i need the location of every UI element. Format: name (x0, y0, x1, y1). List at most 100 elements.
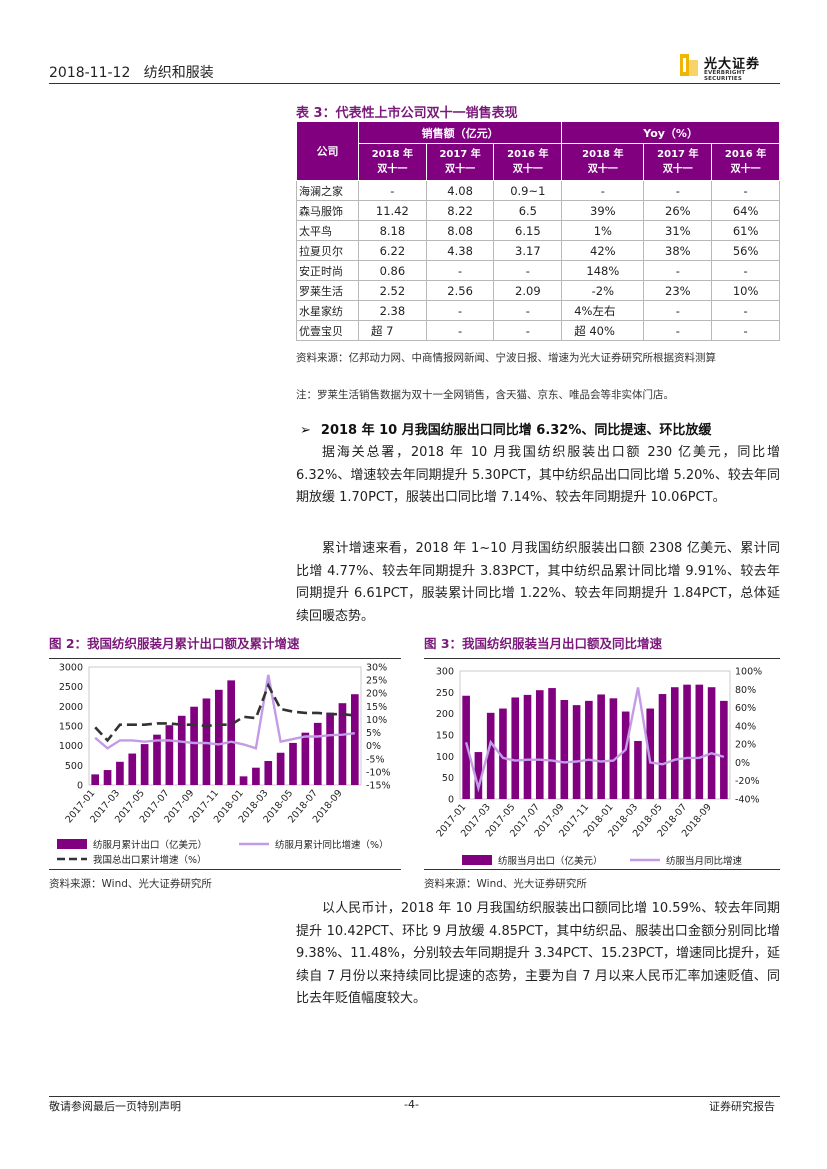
bar (621, 711, 630, 799)
figure-3-chart: 300 250 200 150 100 50 0 100% 80% 60% 40% 20% 0% -20%… (424, 658, 780, 870)
table-row: 拉夏贝尔 6.22 4.38 3.17 42% 38% 56% (296, 240, 780, 261)
left-tick-label: 250 (436, 688, 454, 699)
value-cell: 38% (643, 240, 713, 261)
sub-header: 2018 年双十一 (358, 143, 427, 181)
left-tick-label: 300 (436, 667, 454, 678)
value-cell: 6.5 (493, 200, 563, 221)
bar (177, 715, 186, 785)
bar (707, 687, 716, 799)
sub-header-line: 2017 年 (657, 149, 699, 160)
table-row: 水星家纺 2.38- -4%左右 - - (296, 300, 780, 321)
value-cell: 42% (561, 240, 645, 261)
logo-en-text: EVERBRIGHT SECURITIES (704, 70, 746, 82)
bar (91, 774, 100, 785)
left-tick-label: 2500 (59, 682, 83, 693)
bar (683, 684, 691, 799)
sales-group-header: 销售额（亿元） (357, 121, 563, 144)
bar (560, 700, 569, 799)
bar (670, 687, 679, 799)
value-cell: - (561, 180, 645, 201)
sales-table: 公司 销售额（亿元） Yoy（%） 2018 年双十一 2017 年双十一 2016… (296, 121, 780, 341)
logo-mark-icon (680, 54, 698, 76)
value-cell: - (643, 300, 713, 321)
right-tick-label: 0% (735, 758, 750, 769)
bar (597, 694, 605, 799)
value-cell: 26% (643, 200, 713, 221)
value-cell: 1% (561, 220, 645, 241)
sub-header-line: 双十一 (512, 164, 543, 175)
value-cell: 0.86 (358, 260, 427, 281)
table-row: 海澜之家 -4.08 0.9~1- - - (296, 180, 780, 201)
value-cell: 2.56 (425, 280, 495, 301)
value-cell: 64% (711, 200, 780, 221)
left-tick-label: 500 (65, 761, 83, 772)
right-tick-label: 80% (735, 685, 756, 696)
left-tick-label: 50 (442, 773, 454, 784)
header-divider (49, 83, 780, 84)
bar (128, 753, 137, 785)
table-row: 罗莱生活 2.52 2.56 2.09 -2% 23% 10% (296, 280, 780, 301)
bar (313, 722, 322, 785)
bar (609, 698, 618, 799)
company-cell: 森马服饰 (296, 200, 359, 221)
right-tick-label: 5% (366, 728, 381, 739)
left-tick-label: 200 (436, 709, 454, 720)
value-cell: 2.52 (358, 280, 427, 301)
bar (326, 712, 334, 785)
value-cell: - (711, 260, 780, 281)
value-cell: 3.17 (493, 240, 563, 261)
bar (350, 694, 359, 785)
legend-label: 纺服月累计同比增速（%） (275, 839, 389, 851)
sub-header-line: 双十一 (730, 164, 761, 175)
company-cell: 海澜之家 (296, 180, 359, 201)
bar (252, 767, 260, 785)
left-tick-label: 100 (436, 752, 454, 763)
bar (535, 690, 544, 799)
value-cell: 8.08 (425, 220, 495, 241)
bar (214, 689, 223, 785)
value-cell: - (425, 320, 495, 341)
value-cell: - (358, 180, 427, 201)
value-cell: - (643, 320, 713, 341)
sub-header-line: 2017 年 (439, 149, 481, 160)
value-cell: 2.38 (358, 300, 427, 321)
left-tick-label: 0 (77, 781, 83, 792)
value-cell: 148% (561, 260, 645, 281)
value-cell: - (711, 180, 780, 201)
table-row: 太平鸟 8.18 8.08 6.15 1% 31% 61% (296, 220, 780, 241)
right-tick-label: 100% (735, 667, 762, 678)
right-tick-label: 10% (366, 715, 387, 726)
bar (202, 698, 211, 785)
value-cell: - (425, 300, 495, 321)
left-tick-label: 1500 (59, 722, 83, 733)
right-tick-label: -20% (735, 776, 760, 787)
figure-3-source: 资料来源：Wind、光大证券研究所 (424, 878, 587, 890)
figure-2-chart: 3000 2500 2000 1500 1000 500 0 30% 25% 20% 15% 10% 5… (49, 658, 401, 870)
figure-2-title: 图 2：我国纺织服装月累计出口额及累计增速 (49, 636, 300, 651)
legend-label: 纺服月累计出口（亿美元） (93, 839, 207, 851)
sub-header-line: 2016 年 (507, 149, 549, 160)
company-cell: 优壹宝贝 (296, 320, 359, 341)
footer-report-type: 证券研究报告 (709, 1100, 775, 1113)
bar (585, 700, 593, 799)
bar (153, 734, 161, 785)
sub-header-line: 双十一 (377, 164, 408, 175)
right-tick-label: 15% (366, 702, 387, 713)
value-cell: - (643, 180, 713, 201)
value-cell: 4.08 (425, 180, 495, 201)
series-line (94, 674, 355, 750)
bar (511, 697, 520, 799)
bar (720, 700, 728, 799)
sub-header: 2018 年双十一 (561, 143, 645, 181)
bar (523, 694, 532, 799)
arrow-bullet-icon: ➢ (300, 423, 311, 438)
value-cell: 39% (561, 200, 645, 221)
company-cell: 拉夏贝尔 (296, 240, 359, 261)
bar (140, 744, 149, 785)
right-tick-label: 40% (735, 721, 756, 732)
plot-frame (88, 666, 362, 786)
bar (646, 708, 655, 799)
value-cell: 10% (711, 280, 780, 301)
bar (658, 694, 667, 799)
bar (276, 752, 285, 785)
